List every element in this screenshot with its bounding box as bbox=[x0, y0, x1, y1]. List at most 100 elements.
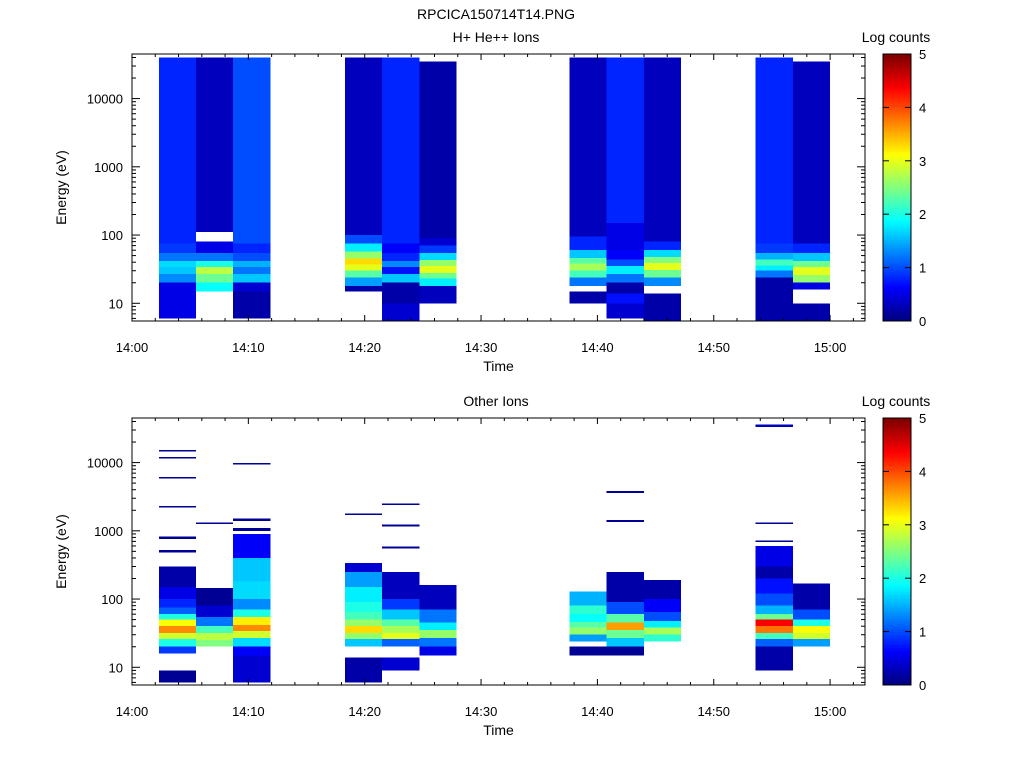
spectrogram-cell bbox=[606, 57, 644, 224]
spectrogram-cell bbox=[643, 262, 682, 270]
colorbar-segment bbox=[883, 292, 911, 295]
spectrogram-cell bbox=[344, 619, 383, 627]
colorbar-segment bbox=[883, 258, 911, 262]
colorbar-segment bbox=[883, 91, 911, 95]
spectrogram-cell bbox=[606, 646, 644, 656]
colorbar-segment bbox=[883, 143, 911, 146]
spectrogram-cell bbox=[158, 273, 196, 283]
spectrogram-cell bbox=[606, 303, 644, 319]
colorbar-segment bbox=[883, 544, 911, 548]
colorbar-segment bbox=[883, 158, 911, 162]
colorbar-tick-label: 4 bbox=[919, 464, 926, 479]
colorbar-segment bbox=[883, 493, 911, 497]
x-tick-label: 14:30 bbox=[465, 704, 498, 719]
colorbar-segment bbox=[883, 575, 911, 579]
spectrogram-cell bbox=[158, 670, 196, 683]
colorbar-segment bbox=[883, 438, 911, 441]
colorbar-segment bbox=[883, 267, 911, 271]
spectrogram-cell bbox=[233, 282, 271, 292]
colorbar-segment bbox=[883, 169, 911, 173]
spectrogram-cell bbox=[382, 524, 420, 527]
sweep-column bbox=[382, 503, 420, 671]
sweep-column bbox=[792, 61, 831, 321]
colorbar-segment bbox=[883, 422, 911, 426]
colorbar-segment bbox=[883, 624, 911, 628]
spectrogram-cell bbox=[344, 632, 383, 639]
colorbar-segment bbox=[883, 249, 911, 253]
spectrogram-cell bbox=[233, 518, 271, 521]
colorbar-segment bbox=[883, 640, 911, 644]
colorbar-frame bbox=[882, 53, 912, 322]
spectrogram-cell bbox=[344, 513, 383, 516]
spectrogram-cell bbox=[344, 235, 383, 244]
colorbar-segment bbox=[883, 682, 911, 686]
spectrogram-cell bbox=[792, 583, 831, 610]
colorbar-segment bbox=[883, 247, 911, 251]
colorbar-segment bbox=[883, 560, 911, 564]
spectrogram-cell bbox=[233, 260, 271, 268]
spectrogram-cell bbox=[792, 61, 831, 244]
spectrogram-cell bbox=[643, 620, 682, 628]
colorbar-segment bbox=[883, 80, 911, 84]
colorbar-segment bbox=[883, 553, 911, 557]
spectrogram-cell bbox=[158, 587, 196, 600]
spectrogram-cell bbox=[233, 527, 271, 531]
colorbar-segment bbox=[883, 227, 911, 231]
colorbar-segment bbox=[883, 211, 911, 215]
spectrogram-cell bbox=[195, 57, 234, 233]
x-tick-label: 14:40 bbox=[581, 340, 614, 355]
spectrogram-cell bbox=[569, 627, 607, 635]
colorbar-segment bbox=[883, 531, 911, 535]
spectrogram-cell bbox=[158, 450, 196, 452]
spectrogram-cell bbox=[606, 491, 644, 493]
colorbar-segment bbox=[883, 269, 911, 273]
colorbar-segment bbox=[883, 100, 911, 104]
spectrogram-cell bbox=[195, 626, 234, 633]
colorbar-segment bbox=[883, 207, 911, 211]
spectrogram-cell bbox=[755, 57, 793, 244]
colorbar-segment bbox=[883, 582, 911, 586]
colorbar-segment bbox=[883, 596, 911, 599]
spectrogram-cell bbox=[755, 626, 793, 633]
spectrogram-cell bbox=[158, 457, 196, 459]
colorbar-segment bbox=[883, 484, 911, 488]
x-tick-label: 15:00 bbox=[814, 340, 847, 355]
spectrogram-cell bbox=[569, 258, 607, 264]
colorbar-segment bbox=[883, 466, 911, 470]
spectrogram-cell bbox=[382, 303, 420, 321]
spectrogram-cell bbox=[643, 293, 682, 321]
colorbar-segment bbox=[883, 495, 911, 499]
colorbar-segment bbox=[883, 520, 911, 524]
colorbar-segment bbox=[883, 507, 911, 510]
colorbar-segment bbox=[883, 509, 911, 513]
colorbar-segment bbox=[883, 638, 911, 642]
colorbar-segment bbox=[883, 145, 911, 149]
spectrogram-cell bbox=[755, 646, 793, 671]
spectrogram-cell bbox=[382, 282, 420, 304]
spectrogram-cell bbox=[606, 602, 644, 615]
colorbar-segment bbox=[883, 118, 911, 122]
x-tick-label: 14:40 bbox=[581, 704, 614, 719]
spectrogram-cell bbox=[158, 536, 196, 539]
colorbar-segment bbox=[883, 303, 911, 307]
colorbar-segment bbox=[883, 85, 911, 88]
spectrogram-cell bbox=[643, 277, 682, 286]
sweep-column bbox=[195, 57, 234, 292]
spectrogram-cell bbox=[755, 632, 793, 639]
spectrogram-cell bbox=[344, 258, 383, 265]
colorbar-segment bbox=[883, 533, 911, 537]
spectrogram-cell bbox=[382, 503, 420, 506]
colorbar-segment bbox=[883, 482, 911, 486]
spectrogram-cell bbox=[344, 571, 383, 588]
colorbar-segment bbox=[883, 564, 911, 568]
spectrogram-cell bbox=[382, 267, 420, 274]
spectrogram-cell bbox=[755, 619, 793, 627]
spectrogram-cell bbox=[233, 57, 271, 244]
colorbar-segment bbox=[883, 300, 911, 304]
spectrogram-cell bbox=[344, 270, 383, 278]
spectrogram-cell bbox=[569, 270, 607, 278]
spectrogram-cell bbox=[755, 540, 793, 543]
spectrogram-cell bbox=[344, 285, 383, 292]
colorbar-segment bbox=[883, 276, 911, 280]
